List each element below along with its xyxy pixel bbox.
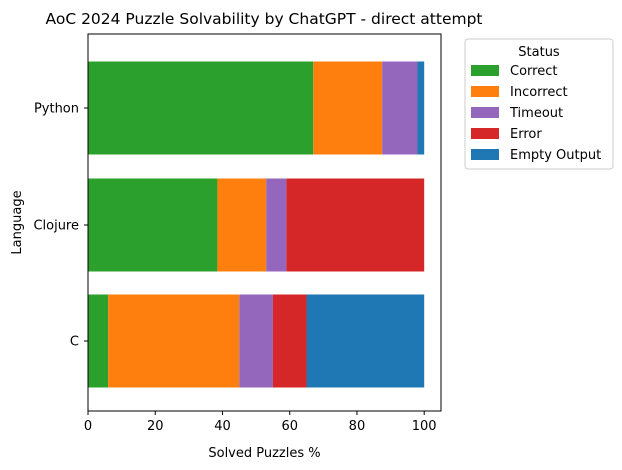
x-tick-label: 60	[281, 419, 298, 434]
legend-swatch	[471, 86, 499, 97]
legend-label: Correct	[510, 64, 557, 79]
x-axis-label: Solved Puzzles %	[208, 446, 320, 461]
y-axis-ticks: Python Clojure C	[33, 102, 88, 350]
x-axis-ticks: 0 20 40 60 80 100	[84, 411, 437, 434]
legend: Status Correct Incorrect Timeout Error Empty…	[464, 38, 614, 170]
bar-python-empty-output	[417, 61, 425, 155]
y-axis-label: Language	[10, 190, 25, 254]
legend-label: Incorrect	[510, 85, 568, 100]
x-tick-label: 40	[214, 419, 231, 434]
x-tick-label: 80	[349, 419, 366, 434]
legend-label: Timeout	[509, 106, 563, 121]
legend-swatch	[471, 107, 499, 118]
bar-c-timeout	[239, 294, 273, 388]
chart-title: AoC 2024 Puzzle Solvability by ChatGPT -…	[46, 10, 483, 28]
legend-label: Error	[510, 127, 542, 142]
legend-swatch	[471, 149, 499, 160]
y-tick-label: C	[70, 335, 79, 350]
legend-frame	[464, 38, 614, 170]
bar-python-incorrect	[313, 61, 383, 155]
bar-c-empty-output	[306, 294, 425, 388]
bar-python-correct	[88, 61, 314, 155]
bar-clojure-error	[286, 178, 425, 272]
y-tick-label: Python	[34, 102, 79, 117]
bar-clojure-correct	[88, 178, 218, 272]
bar-c-error	[272, 294, 307, 388]
legend-label: Empty Output	[510, 148, 601, 163]
bar-c-incorrect	[108, 294, 240, 388]
legend-items: Correct Incorrect Timeout Error Empty Output	[471, 64, 601, 163]
bar-clojure-incorrect	[217, 178, 267, 272]
bar-clojure-timeout	[266, 178, 287, 272]
x-tick-label: 0	[84, 419, 92, 434]
legend-title: Status	[518, 45, 560, 60]
y-tick-label: Clojure	[33, 219, 79, 234]
legend-swatch	[471, 65, 499, 76]
legend-swatch	[471, 128, 499, 139]
bar-python-timeout	[382, 61, 418, 155]
x-tick-label: 100	[412, 419, 437, 434]
plot-frame	[87, 33, 442, 412]
plot-bars	[88, 61, 425, 388]
bar-c-correct	[88, 294, 109, 388]
x-tick-label: 20	[147, 419, 164, 434]
